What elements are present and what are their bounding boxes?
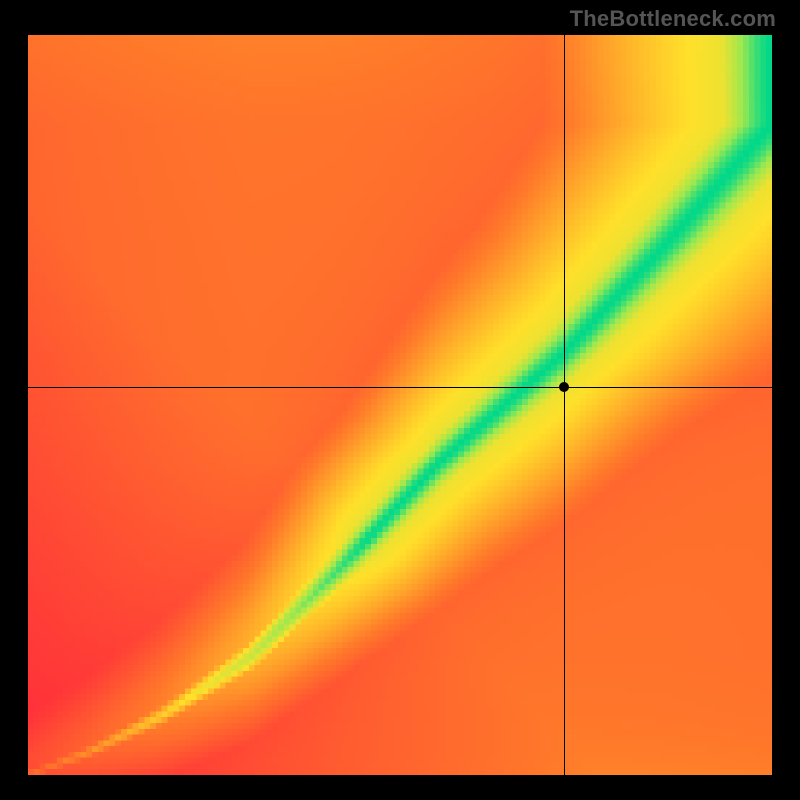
chart-container: TheBottleneck.com bbox=[0, 0, 800, 800]
crosshair-vertical bbox=[564, 35, 565, 775]
crosshair-horizontal bbox=[28, 387, 772, 388]
plot-area bbox=[28, 35, 772, 775]
crosshair-marker bbox=[559, 382, 569, 392]
watermark-text: TheBottleneck.com bbox=[570, 6, 776, 32]
bottleneck-heatmap bbox=[28, 35, 772, 775]
plot-outer-frame bbox=[28, 35, 772, 775]
